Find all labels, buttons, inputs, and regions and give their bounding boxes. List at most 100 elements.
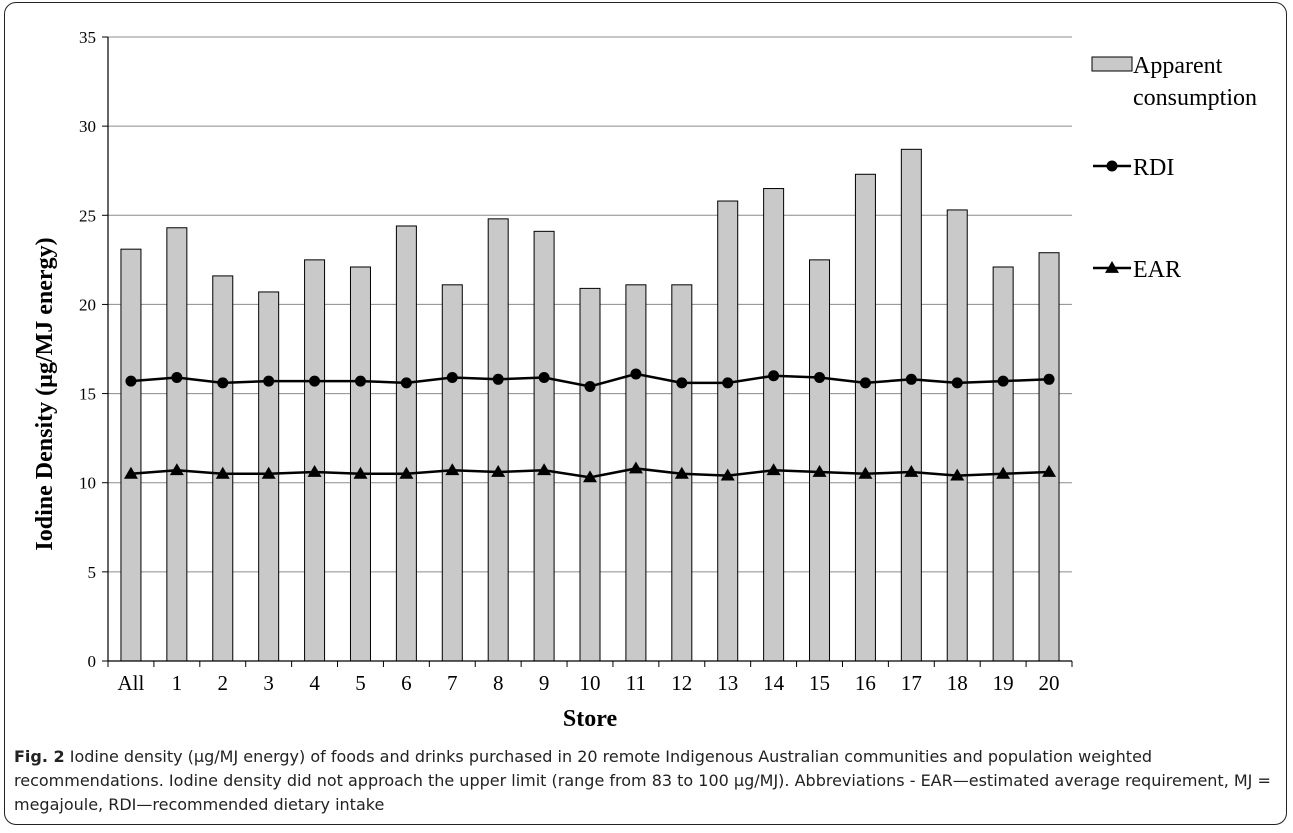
x-tick-label: 9 — [539, 671, 550, 695]
bar-apparent-consumption — [854, 173, 876, 662]
figure-caption: Fig. 2 Iodine density (µg/MJ energy) of … — [14, 745, 1276, 817]
marker-rdi — [263, 375, 275, 387]
caption-text: Iodine density (µg/MJ energy) of foods a… — [14, 747, 1271, 814]
bar-apparent-consumption — [349, 266, 371, 662]
marker-rdi — [722, 377, 734, 389]
bar-apparent-consumption — [763, 188, 785, 662]
marker-ear — [858, 466, 873, 479]
marker-rdi — [951, 377, 963, 389]
marker-rdi — [446, 372, 458, 384]
x-tick-label: 18 — [947, 671, 968, 695]
marker-ear — [720, 468, 735, 481]
bar-apparent-consumption — [992, 266, 1014, 662]
marker-rdi — [217, 377, 229, 389]
marker-ear — [169, 463, 184, 476]
x-tick-label: 17 — [901, 671, 922, 695]
x-tick-label: 1 — [172, 671, 183, 695]
marker-ear — [307, 465, 322, 477]
y-tick-label: 20 — [79, 295, 96, 314]
x-tick-label: All — [118, 671, 145, 695]
legend-marker-ear — [1105, 261, 1119, 273]
marker-ear — [215, 466, 230, 479]
marker-ear — [399, 466, 414, 479]
x-tick-label: 2 — [218, 671, 229, 695]
x-tick-labels: All 1 2 3 4 5 6 7 8 9 10 11 12 13 14 15 16 17 18 19 20 — [118, 671, 1060, 695]
legend-marker-rdi — [1106, 160, 1118, 172]
line-series — [123, 368, 1057, 483]
x-tick-label: 10 — [580, 671, 601, 695]
x-tick-label: 8 — [493, 671, 504, 695]
bar-apparent-consumption — [946, 209, 968, 662]
marker-rdi — [584, 380, 596, 392]
legend: Apparent consumption RDI EAR — [1091, 53, 1257, 283]
caption-label: Fig. 2 — [14, 747, 65, 766]
marker-rdi — [997, 375, 1009, 387]
bar-apparent-consumption — [304, 259, 326, 662]
marker-rdi — [859, 377, 871, 389]
marker-ear — [123, 466, 138, 479]
bar-apparent-consumption — [166, 227, 188, 662]
y-tick-label: 10 — [79, 474, 96, 493]
x-tick-label: 5 — [355, 671, 366, 695]
marker-rdi — [676, 377, 688, 389]
marker-rdi — [400, 377, 412, 389]
x-tick-label: 7 — [447, 671, 458, 695]
y-tick-label: 25 — [79, 206, 96, 225]
marker-ear — [996, 466, 1011, 479]
legend-label-apparent-consumption: Apparent — [1133, 53, 1223, 79]
y-tick-label: 30 — [79, 117, 96, 136]
marker-ear — [674, 466, 689, 479]
x-tick-label: 12 — [671, 671, 692, 695]
x-tick-label: 11 — [626, 671, 646, 695]
marker-rdi — [492, 373, 504, 385]
y-tick-labels: 0 5 10 15 20 25 30 35 — [79, 28, 96, 671]
marker-ear — [583, 470, 597, 483]
legend-label-apparent-consumption: consumption — [1133, 85, 1257, 111]
y-tick-label: 35 — [79, 28, 96, 47]
marker-rdi — [538, 372, 550, 384]
bar-apparent-consumption — [809, 259, 831, 662]
marker-ear — [261, 466, 276, 479]
bar-series — [120, 148, 1060, 662]
legend-label-rdi: RDI — [1133, 155, 1174, 181]
legend-label-ear: EAR — [1133, 257, 1181, 283]
marker-ear — [491, 465, 506, 477]
x-tick-label: 4 — [309, 671, 320, 695]
marker-ear — [537, 463, 552, 476]
legend-swatch-apparent-consumption — [1091, 56, 1133, 72]
marker-rdi — [354, 375, 366, 387]
marker-ear — [353, 466, 368, 479]
bar-apparent-consumption — [1038, 252, 1060, 662]
marker-rdi — [768, 370, 780, 382]
marker-ear — [904, 465, 919, 477]
y-tick-label: 15 — [79, 385, 96, 404]
bar-apparent-consumption — [395, 225, 417, 662]
marker-ear — [1042, 465, 1057, 477]
bar-apparent-consumption — [533, 230, 555, 662]
x-tick-label: 19 — [993, 671, 1014, 695]
x-tick-label: 6 — [401, 671, 412, 695]
bar-apparent-consumption — [487, 218, 509, 662]
y-tick-label: 5 — [88, 563, 97, 582]
y-tick-label: 0 — [88, 652, 97, 671]
marker-ear — [950, 468, 965, 481]
marker-ear — [766, 463, 781, 476]
x-tick-label: 3 — [263, 671, 274, 695]
x-tick-label: 14 — [763, 671, 785, 695]
y-axis-title: Iodine Density (µg/MJ energy) — [32, 237, 58, 550]
x-tick-label: 15 — [809, 671, 830, 695]
figure-frame — [4, 2, 1287, 825]
x-tick-label: 20 — [1039, 671, 1060, 695]
marker-rdi — [630, 368, 642, 380]
marker-rdi — [309, 375, 321, 387]
marker-ear — [812, 465, 827, 477]
marker-ear — [445, 463, 460, 476]
marker-rdi — [1043, 373, 1055, 385]
bar-apparent-consumption — [900, 148, 922, 662]
bar-apparent-consumption — [120, 248, 142, 662]
x-tick-label: 13 — [717, 671, 738, 695]
bar-apparent-consumption — [717, 200, 739, 662]
marker-ear — [628, 461, 643, 474]
marker-rdi — [814, 372, 826, 384]
